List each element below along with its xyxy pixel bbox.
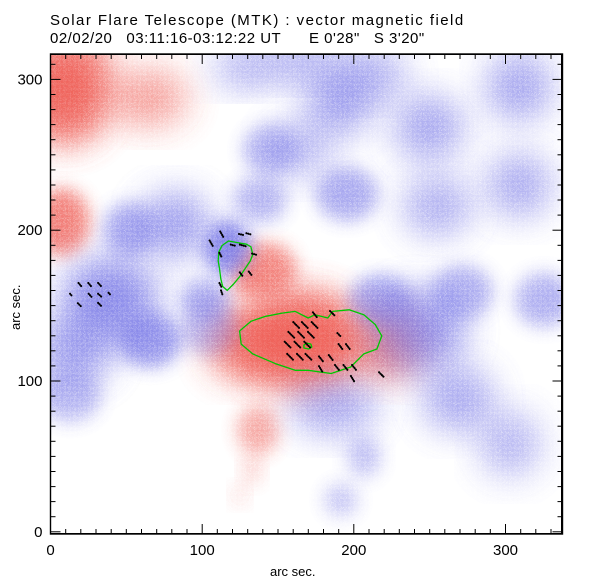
svg-text:300: 300 — [17, 71, 42, 88]
svg-text:100: 100 — [190, 542, 215, 559]
svg-text:200: 200 — [17, 222, 42, 239]
svg-text:100: 100 — [17, 373, 42, 390]
svg-text:0: 0 — [46, 542, 54, 559]
svg-text:0: 0 — [34, 524, 42, 541]
svg-text:300: 300 — [493, 542, 518, 559]
svg-text:200: 200 — [341, 542, 366, 559]
